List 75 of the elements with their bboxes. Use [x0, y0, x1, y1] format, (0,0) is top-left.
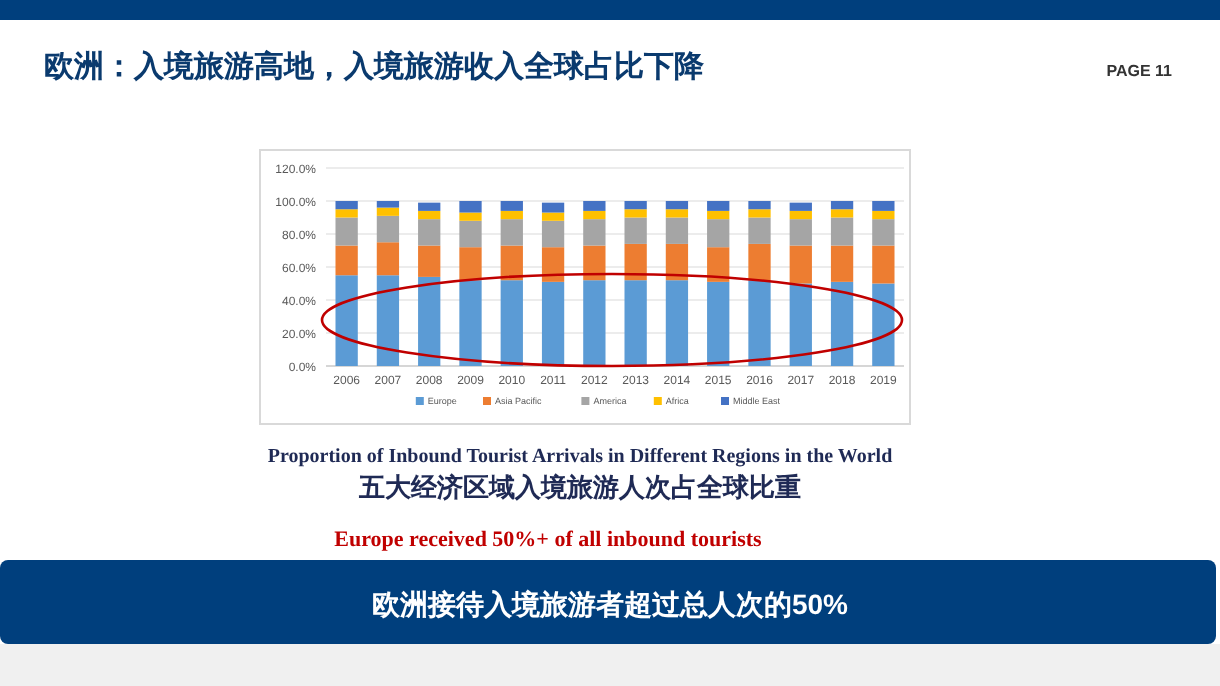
- bar: [707, 201, 730, 211]
- bar: [418, 245, 441, 277]
- bar: [335, 209, 358, 218]
- text: PAGE 11: [1106, 62, 1174, 80]
- bar: [583, 280, 606, 366]
- bar: [541, 220, 565, 248]
- bar: [624, 280, 647, 366]
- bar: [459, 220, 482, 248]
- bar: [748, 209, 771, 218]
- bar: [872, 283, 895, 366]
- bar: [748, 201, 771, 210]
- bar: [459, 212, 482, 221]
- bar: [541, 247, 565, 282]
- bar: [872, 210, 895, 220]
- bar: [830, 245, 854, 282]
- bar: [830, 281, 854, 366]
- bar: [789, 202, 812, 211]
- bar: [418, 210, 441, 220]
- bar: [459, 201, 482, 213]
- text: Proportion of Inbound Tourist Arrivals in Different Regions in the World: [267, 446, 894, 468]
- bar: [748, 243, 771, 281]
- bar: [583, 201, 606, 211]
- bar: [541, 281, 565, 366]
- bar: [748, 217, 771, 244]
- bar: [789, 283, 812, 366]
- bar: [830, 209, 854, 218]
- bar: [583, 219, 606, 246]
- bar: [376, 215, 400, 243]
- bar: [872, 201, 895, 211]
- bar: [707, 210, 730, 220]
- bar: [418, 202, 441, 211]
- bar: [376, 275, 400, 366]
- bar: [500, 219, 523, 246]
- bar: [789, 210, 812, 220]
- bar: [872, 219, 895, 246]
- bar: [376, 207, 400, 216]
- text: 五大经济区域入境旅游人次占全球比重: [357, 472, 801, 502]
- bar: [335, 201, 358, 210]
- bar: [624, 217, 647, 244]
- bar: [624, 243, 647, 281]
- bar: [665, 201, 689, 210]
- bar: [665, 209, 689, 218]
- bar: [789, 245, 812, 284]
- bar: [500, 280, 523, 366]
- bar: [376, 242, 400, 276]
- bar: [707, 219, 730, 248]
- bar: [624, 209, 647, 218]
- bar: [624, 201, 647, 210]
- bar: [665, 217, 689, 244]
- text: 欧洲接待入境旅游者超过总人次的50%: [371, 588, 850, 620]
- bar: [665, 243, 689, 281]
- bar: [541, 202, 565, 213]
- bar: [500, 201, 523, 211]
- text: Europe received 50%+ of all inbound tourists: [334, 528, 764, 552]
- bar: [583, 210, 606, 220]
- bar: [335, 275, 358, 366]
- bar: [335, 217, 358, 246]
- bar: [665, 280, 689, 366]
- bar: [335, 245, 358, 276]
- bar: [830, 201, 854, 210]
- bar: [459, 280, 482, 366]
- bar: [830, 217, 854, 246]
- bar: [418, 219, 441, 246]
- chart-title: 欧洲：入境旅游高地，入境旅游收入全球占比下降: [44, 48, 706, 84]
- bar: [500, 210, 523, 220]
- bar: [789, 219, 812, 246]
- bar: [748, 280, 771, 366]
- bar: [872, 245, 895, 284]
- bar: [418, 276, 441, 366]
- bar: [459, 247, 482, 281]
- bar: [541, 212, 565, 221]
- bar: [707, 281, 730, 366]
- bar: [707, 247, 730, 282]
- bar: [376, 201, 400, 208]
- bar: [583, 245, 606, 281]
